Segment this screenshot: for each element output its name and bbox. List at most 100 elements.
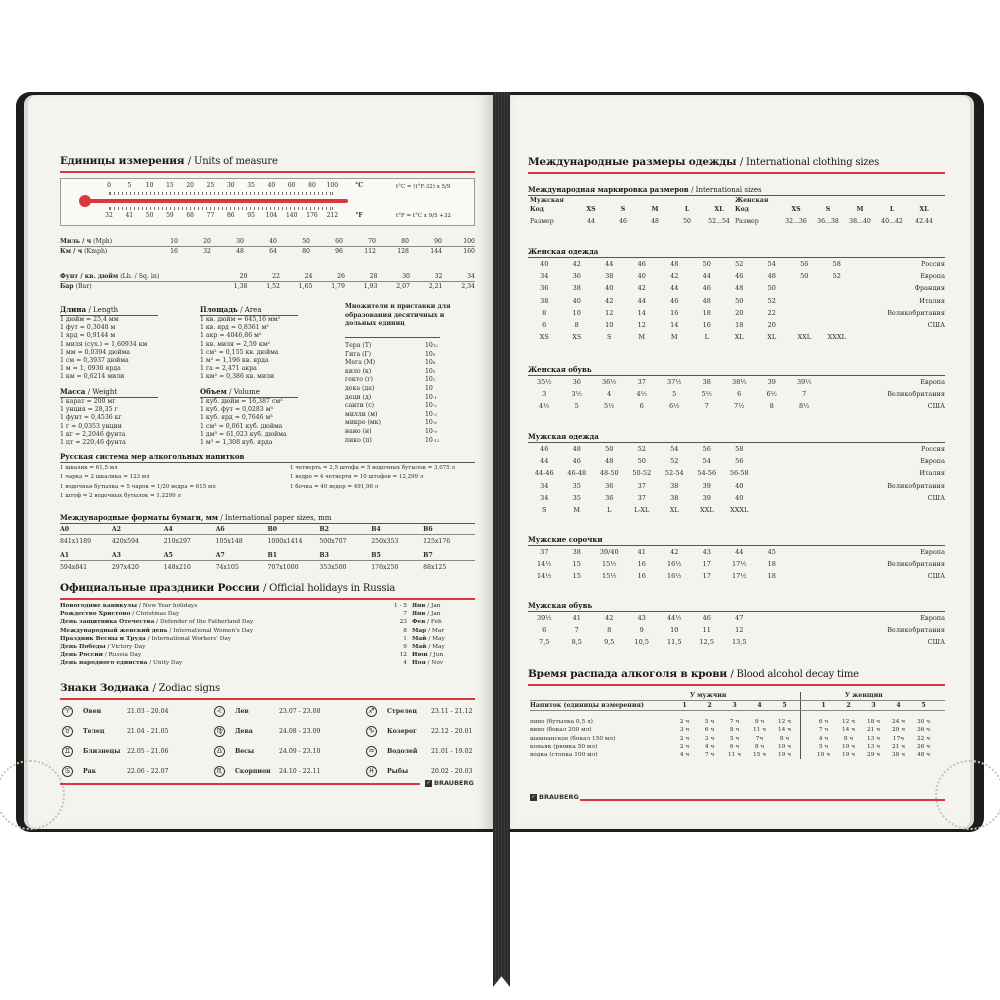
holiday-name-en: / International Workers' Day: [147, 635, 232, 642]
alcohol-measure: 1 чарка = 2 шкалика = 123 мл: [60, 474, 150, 481]
multiplier-row: Мега (М) 10 6: [345, 358, 445, 367]
women-hours: 29 ч: [866, 752, 881, 759]
clothing-title: Международные размеры одежды / Internati…: [528, 156, 879, 168]
size-cell: 3: [542, 390, 547, 399]
men-hours: 8 ч: [779, 735, 790, 742]
paper-size: 707x1000: [267, 564, 299, 571]
zodiac-dates: 21.03 - 20.04: [127, 708, 169, 715]
zodiac-name: Весы: [235, 748, 255, 755]
ribbon-bookmark[interactable]: [493, 92, 510, 987]
pressure-value: 34: [467, 273, 475, 280]
leo-icon: ♌: [214, 706, 225, 717]
size-cell: 46: [670, 296, 679, 305]
size-row: XS XS S M M L XL XL XXL XXXL: [528, 333, 945, 342]
country-label: Великобритания: [887, 390, 945, 399]
intl-sizes-heading-en: / International sizes: [691, 186, 762, 194]
speed-value: 128: [397, 248, 409, 255]
volume-item: 1 куб. фут = 0,0283 м³: [200, 406, 274, 414]
red-rule: [60, 783, 420, 785]
fahrenheit-tick-label: 50: [145, 212, 154, 219]
size-cell: 38: [670, 493, 679, 502]
country-label: США: [927, 493, 945, 502]
size-cell: 5½: [701, 390, 712, 399]
men-hours: 5 ч: [729, 735, 740, 742]
zodiac-sign: ♈ Овен 21.03 - 20.04: [62, 706, 168, 717]
length-item: 1 ярд = 0,9144 м: [60, 332, 116, 340]
paper-format: B5: [371, 551, 381, 559]
celsius-tick-label: 80: [308, 182, 316, 189]
size-row: 36 38 40 42 44 46 48 50 Франция: [528, 284, 945, 293]
zodiac-sign: ♒ Водолей 21.01 - 19.02: [366, 746, 472, 757]
paper-size: 297x420: [111, 564, 139, 571]
women-hours: 22 ч: [916, 735, 931, 742]
size-cell: 6: [542, 321, 547, 329]
size-cell: XL: [767, 333, 777, 342]
size-value: 44: [587, 218, 595, 225]
speed-value: 80: [401, 238, 409, 245]
size-cell: 48: [670, 260, 679, 268]
size-cell: XXL: [797, 333, 812, 342]
size-cell: 52: [767, 296, 776, 305]
multiplier-base: 10: [425, 402, 433, 410]
holiday-month: Янв / Jan: [412, 602, 441, 610]
zodiac-name: Близнецы: [83, 748, 121, 755]
paper-size: 176x250: [371, 564, 399, 571]
size-cell: 42: [605, 614, 614, 622]
zodiac-dates: 24.09 - 23.10: [279, 748, 321, 755]
capricorn-icon: ♑: [366, 726, 377, 737]
multiplier-name: деци (д): [345, 393, 372, 401]
month-en: / May: [428, 644, 445, 650]
size-table-heading-ru: Мужская обувь: [528, 601, 593, 610]
country-label: Италия: [919, 296, 945, 305]
multiplier-name: пико (п): [345, 436, 372, 444]
men-hours: 9 ч: [754, 719, 765, 725]
size-cell: 18: [767, 572, 776, 581]
size-cell: 12: [735, 626, 744, 635]
speed-value: 30: [236, 238, 244, 245]
month-en: / Jan: [427, 603, 441, 609]
length-item: 1 миля (сух.) = 1,60934 км: [60, 340, 148, 348]
celsius-scale: [109, 192, 333, 195]
multiplier-row: гекто (г) 10 2: [345, 375, 445, 384]
size-cell: 52: [637, 445, 646, 453]
size-cell: 44: [702, 272, 711, 281]
size-row: 44-46 46-48 48-50 50-52 52-54 54-56 56-58 Итали…: [528, 469, 945, 478]
size-cell: XS: [539, 333, 549, 342]
size-cell: 5: [672, 390, 677, 399]
size-cell: 48: [767, 272, 776, 281]
multiplier-name: нано (н): [345, 428, 372, 435]
size-cell: 36: [605, 481, 614, 490]
multiplier-exponent: 2: [432, 377, 436, 383]
size-cell: XXXL: [730, 506, 749, 514]
size-cell: 37: [637, 493, 646, 502]
pressure-value: 1,52: [266, 283, 280, 290]
holiday-day: 23: [399, 619, 407, 626]
volume-item: 1 см³ = 0,061 куб. дюйма: [200, 422, 283, 430]
men-hours: 3 ч: [704, 735, 715, 742]
zodiac-title-ru: Знаки Зодиака: [60, 682, 150, 694]
size-cell: 38½: [731, 378, 747, 386]
area-heading: Площадь / Area: [200, 305, 298, 316]
alcohol-row: водка (стопка 100 мл) 4 ч 7 ч 11 ч 15 ч 19 ч 1…: [530, 751, 945, 759]
pressure-label-ru: Бар: [60, 283, 74, 290]
red-rule: [528, 172, 945, 174]
portion-count: 5: [921, 702, 926, 709]
divider: [345, 337, 440, 338]
men-hours: 15 ч: [752, 752, 767, 759]
size-code: S: [620, 206, 626, 213]
zodiac-dates: 22.12 - 20.01: [431, 728, 473, 735]
alcohol-row: вино (бокал 200 мл) 3 ч 6 ч 8 ч 11 ч 14 ч 7 ч 1…: [530, 726, 945, 734]
celsius-unit: °C: [355, 182, 363, 189]
aries-icon: ♈: [62, 706, 73, 717]
celsius-tick-label: 5: [127, 182, 132, 189]
country-label: Европа: [920, 457, 945, 466]
size-cell: 58: [735, 445, 744, 453]
multiplier-exponent: -3: [432, 411, 437, 417]
pressure-value: 20: [239, 273, 248, 280]
size-cell: 10: [605, 321, 614, 329]
month-en: / May: [428, 635, 445, 642]
fahrenheit-tick-label: 95: [247, 212, 255, 219]
celsius-tick-label: 60: [287, 182, 296, 189]
fahrenheit-tick-label: 68: [186, 212, 195, 219]
size-cell: 12: [605, 308, 614, 317]
